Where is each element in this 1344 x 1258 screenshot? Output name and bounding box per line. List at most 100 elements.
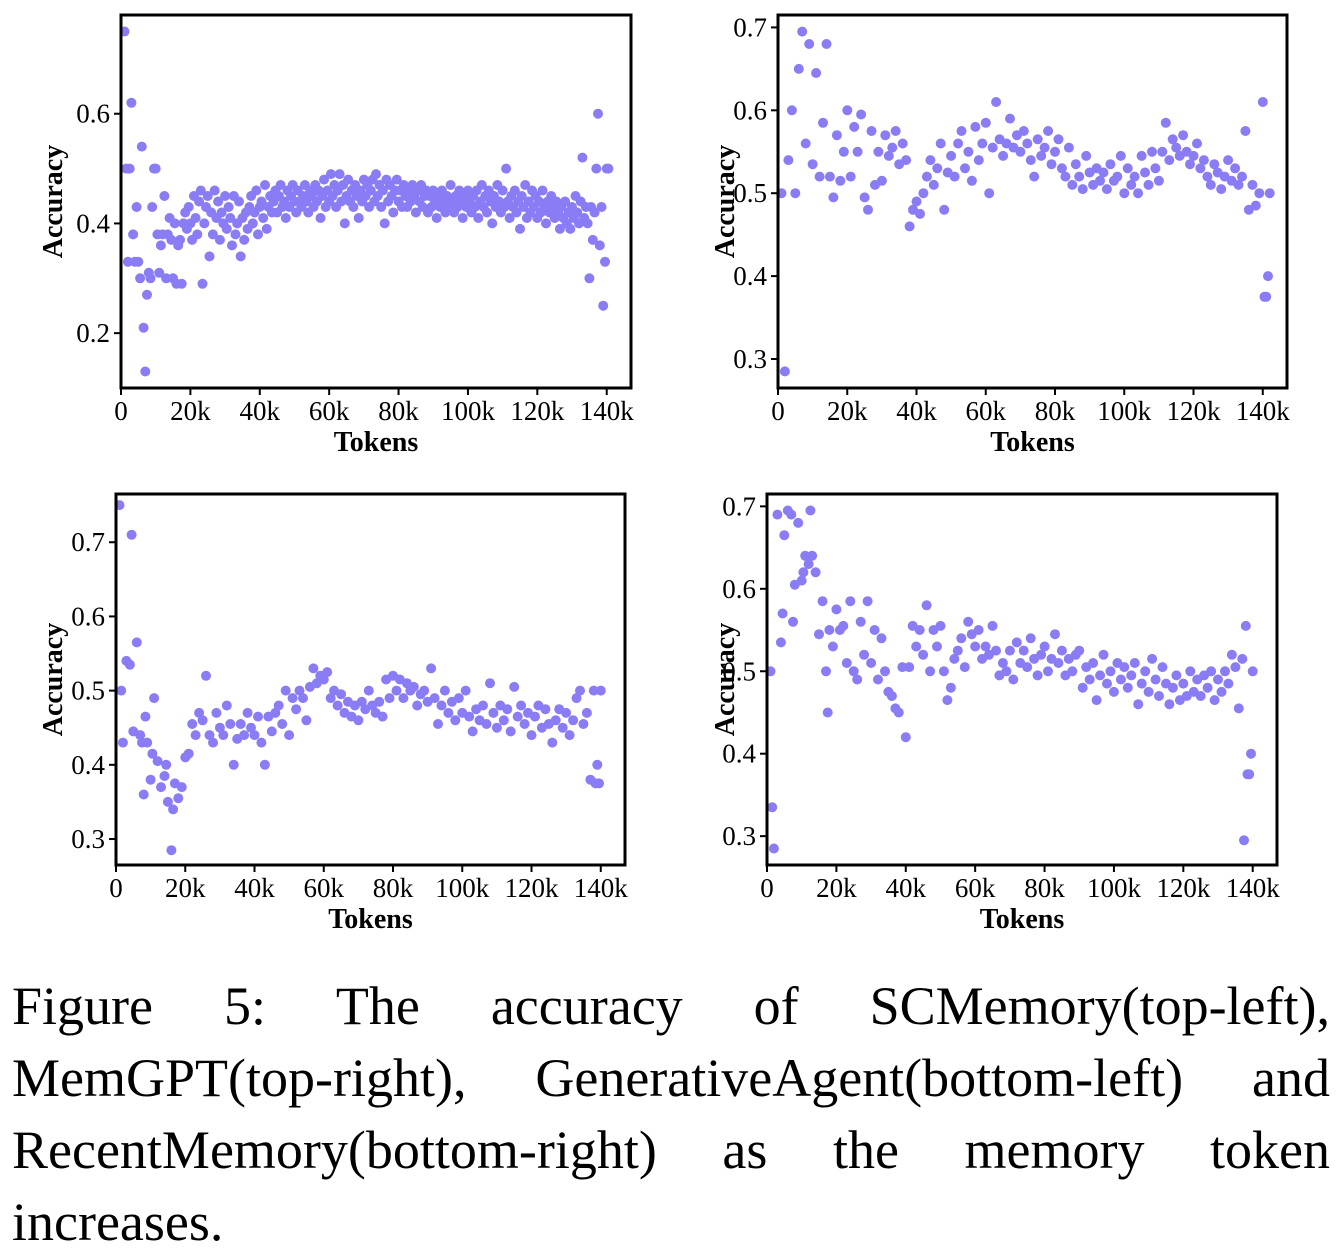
scmemory-xtick-label-5: 100k [441,396,496,426]
generativeagent-point-112 [478,700,488,711]
memgpt-point-54 [963,146,974,157]
generativeagent-point-44 [242,707,253,718]
scmemory-point-180 [431,213,442,223]
memgpt-point-110 [1157,146,1168,157]
scmemory-point-3 [124,163,135,174]
recentmemory-point-12 [796,575,807,586]
memgpt-point-132 [1233,179,1244,190]
generativeagent-point-16 [152,756,163,767]
memgpt-point-51 [953,138,964,149]
scmemory-point-268 [584,273,595,284]
memgpt-ytick-label-4: 0.7 [733,12,767,42]
recentmemory-point-127 [1185,666,1196,677]
generativeagent-points [114,500,606,856]
memgpt-x-axis-label: Tokens [990,427,1075,458]
recentmemory-point-37 [873,674,883,685]
memgpt-point-71 [1022,138,1033,149]
memgpt-point-40 [915,208,925,219]
scmemory-point-271 [589,207,600,218]
generativeagent-point-139 [571,693,582,704]
scmemory-point-257 [565,223,576,234]
generativeagent-point-38 [221,700,232,711]
memgpt-point-47 [939,204,950,215]
memgpt-ytick-label-2: 0.5 [733,178,767,208]
memgpt-point-121 [1195,163,1206,174]
scmemory-point-149 [377,185,388,196]
recentmemory-plot-svg: 0 20k 40k 60k 80k 100k 120k 140k 0.3 0.4 0.5 0.6 0.7… [710,491,1281,935]
memgpt-point-142 [1263,271,1273,282]
memgpt-point-66 [1005,113,1015,124]
generativeagent-ytick-label-2: 0.5 [71,676,105,706]
scmemory-point-21 [155,240,166,251]
generativeagent-point-71 [336,689,347,700]
generativeagent-point-49 [259,759,270,770]
recentmemory-point-148 [1247,666,1258,677]
memgpt-point-139 [1257,97,1268,107]
generativeagent-point-54 [277,719,288,729]
memgpt-point-55 [966,175,977,186]
generativeagent-point-48 [256,737,267,748]
scmemory-point-209 [482,207,492,218]
memgpt-point-11 [814,171,825,182]
recentmemory-point-60 [952,645,963,656]
generativeagent-point-67 [322,667,333,678]
scmemory-point-188 [445,180,456,190]
generativeagent-point-19 [161,759,172,770]
memgpt-point-85 [1070,159,1081,170]
generativeagent-ytick-label-0: 0.3 [71,824,105,854]
memgpt-point-8 [804,39,815,49]
generativeagent-xtick-label-3: 60k [304,873,345,903]
generativeagent-point-99 [433,719,443,729]
generativeagent-point-119 [502,704,513,715]
scmemory-point-129 [343,174,354,185]
recentmemory-point-55 [935,620,946,631]
generativeagent-point-17 [156,782,166,793]
memgpt-point-4 [790,188,801,199]
memgpt-point-99 [1119,188,1130,199]
recentmemory-point-118 [1154,691,1164,701]
memgpt-point-15 [828,192,839,203]
scmemory-point-206 [476,180,487,190]
scmemory-point-60 [223,202,234,212]
recentmemory-point-62 [959,662,970,673]
memgpt-point-75 [1036,150,1047,161]
generativeagent-point-100 [436,700,447,711]
scmemory-point-119 [325,169,336,180]
recentmemory-ytick-label-2: 0.5 [722,656,756,686]
recentmemory-point-101 [1095,670,1106,681]
generativeagent-point-83 [377,711,388,722]
recentmemory-point-138 [1223,678,1234,689]
scmemory-point-42 [192,229,203,240]
recentmemory-point-109 [1122,682,1133,693]
recentmemory-plot-frame [765,492,1279,867]
memgpt-point-45 [932,163,943,174]
scmemory-point-5 [128,229,139,240]
memgpt-point-86 [1074,171,1085,182]
memgpt-point-87 [1077,184,1088,195]
generativeagent-point-142 [581,707,592,718]
recentmemory-point-132 [1202,682,1213,693]
generativeagent-point-144 [588,685,599,696]
memgpt-plot-frame [776,13,1289,390]
recentmemory-point-83 [1032,670,1043,681]
scmemory-point-93 [280,213,291,223]
generativeagent-point-24 [173,793,184,804]
scmemory-point-80 [258,213,269,223]
recentmemory-point-135 [1213,674,1223,685]
recentmemory-point-80 [1022,662,1033,673]
recentmemory-point-115 [1143,686,1154,697]
recentmemory-point-14 [800,550,811,561]
generativeagent-point-61 [301,715,312,726]
memgpt-point-119 [1188,150,1199,161]
recentmemory-point-45 [900,732,911,743]
scmemory-point-273 [593,108,603,119]
memgpt-ytick-label-3: 0.6 [733,95,767,125]
generativeagent-point-140 [575,685,585,696]
generativeagent-point-79 [363,685,374,696]
recentmemory-xtick-label-7: 140k [1226,873,1281,903]
memgpt-point-78 [1046,159,1057,170]
recentmemory-point-100 [1091,695,1102,706]
recentmemory-ytick-label-1: 0.4 [722,739,756,769]
memgpt-xtick-label-3: 60k [966,396,1007,426]
generativeagent-point-116 [491,722,502,733]
